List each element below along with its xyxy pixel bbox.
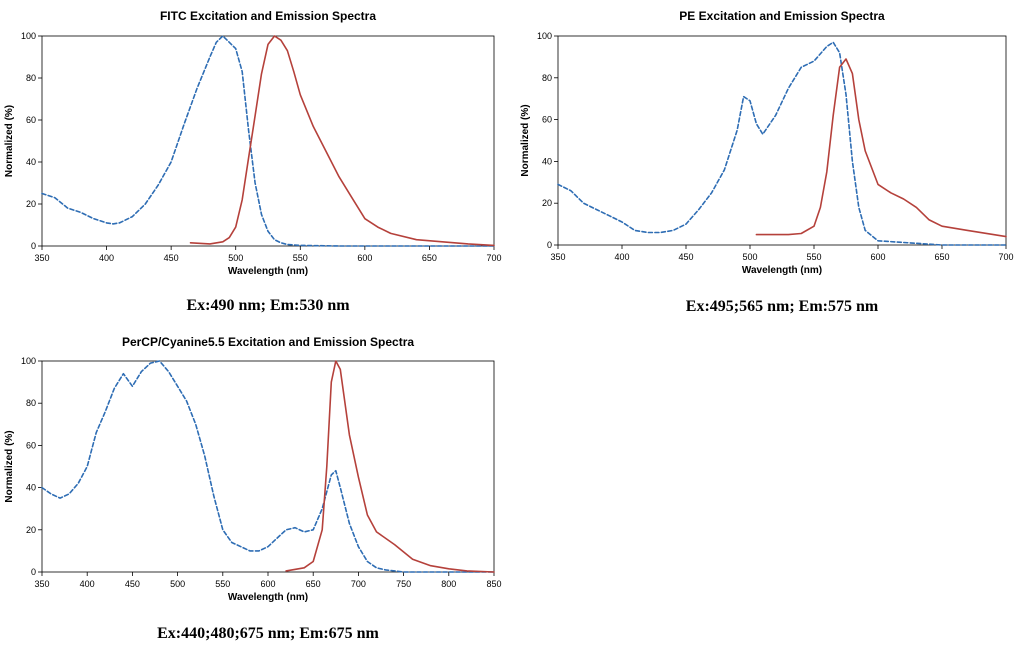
chart-caption: Ex:490 nm; Em:530 nm xyxy=(186,297,350,314)
x-tick-label: 650 xyxy=(422,253,437,263)
emission-series-line xyxy=(285,360,495,573)
y-tick-label: 0 xyxy=(31,567,36,577)
x-tick-label: 400 xyxy=(99,253,114,263)
y-tick-label: 0 xyxy=(31,241,36,251)
x-tick-label: 450 xyxy=(164,253,179,263)
x-tick-label: 650 xyxy=(934,252,949,262)
y-axis-label: Normalized (%) xyxy=(4,105,15,177)
y-axis-label: Normalized (%) xyxy=(520,104,531,176)
x-tick-label: 550 xyxy=(293,253,308,263)
excitation-series-line xyxy=(41,360,495,573)
x-tick-label: 500 xyxy=(228,253,243,263)
x-tick-label: 350 xyxy=(550,252,565,262)
chart-title: FITC Excitation and Emission Spectra xyxy=(159,9,377,23)
x-tick-label: 700 xyxy=(998,252,1013,262)
y-tick-label: 40 xyxy=(26,157,36,167)
x-tick-label: 800 xyxy=(441,579,456,589)
x-tick-label: 700 xyxy=(351,579,366,589)
x-tick-label: 850 xyxy=(486,579,501,589)
y-tick-label: 40 xyxy=(542,156,552,166)
plot-area xyxy=(557,35,1007,246)
emission-series-line xyxy=(189,35,495,247)
x-tick-label: 600 xyxy=(260,579,275,589)
x-tick-label: 350 xyxy=(34,579,49,589)
x-axis-label: Wavelength (nm) xyxy=(228,592,308,603)
x-axis-label: Wavelength (nm) xyxy=(228,266,308,277)
x-tick-label: 550 xyxy=(215,579,230,589)
y-axis-label: Normalized (%) xyxy=(4,430,15,502)
x-tick-label: 600 xyxy=(870,252,885,262)
x-tick-label: 750 xyxy=(396,579,411,589)
chart-title: PE Excitation and Emission Spectra xyxy=(679,9,885,23)
x-tick-label: 450 xyxy=(678,252,693,262)
y-tick-label: 80 xyxy=(26,398,36,408)
x-tick-label: 600 xyxy=(357,253,372,263)
y-tick-label: 60 xyxy=(26,115,36,125)
x-tick-label: 450 xyxy=(125,579,140,589)
y-tick-label: 20 xyxy=(26,199,36,209)
chart-title: PerCP/Cyanine5.5 Excitation and Emission… xyxy=(121,335,415,349)
y-tick-label: 100 xyxy=(537,31,552,41)
x-tick-label: 500 xyxy=(170,579,185,589)
chart-caption: Ex:495;565 nm; Em:575 nm xyxy=(685,298,879,315)
y-tick-label: 80 xyxy=(26,73,36,83)
x-tick-label: 650 xyxy=(306,579,321,589)
y-tick-label: 100 xyxy=(21,356,36,366)
plot-area xyxy=(41,360,495,573)
x-tick-label: 550 xyxy=(806,252,821,262)
y-tick-label: 80 xyxy=(542,73,552,83)
y-tick-label: 60 xyxy=(542,115,552,125)
y-tick-label: 40 xyxy=(26,483,36,493)
y-tick-label: 60 xyxy=(26,440,36,450)
x-tick-label: 400 xyxy=(80,579,95,589)
y-tick-label: 20 xyxy=(542,198,552,208)
x-tick-label: 700 xyxy=(486,253,501,263)
emission-series-line xyxy=(755,58,1007,238)
excitation-series-line xyxy=(41,35,495,247)
y-tick-label: 100 xyxy=(21,31,36,41)
x-tick-label: 500 xyxy=(742,252,757,262)
x-tick-label: 350 xyxy=(34,253,49,263)
chart-caption: Ex:440;480;675 nm; Em:675 nm xyxy=(157,625,379,642)
x-tick-label: 400 xyxy=(614,252,629,262)
y-tick-label: 20 xyxy=(26,525,36,535)
plot-area xyxy=(41,35,495,247)
excitation-series-line xyxy=(557,41,1007,246)
x-axis-label: Wavelength (nm) xyxy=(742,265,822,276)
y-tick-label: 0 xyxy=(547,240,552,250)
